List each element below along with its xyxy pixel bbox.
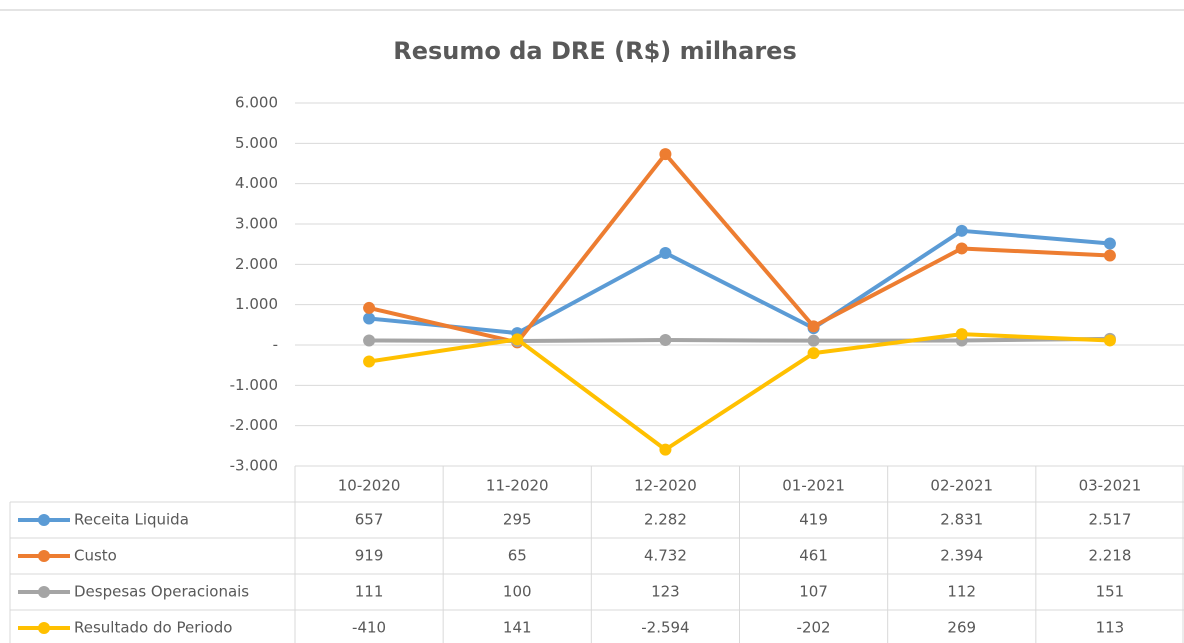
table-value: 2.517 [1088,511,1131,529]
table-value: 4.732 [644,547,687,565]
legend-key-marker [38,514,50,526]
legend-key-marker [38,622,50,634]
table-value: -410 [352,619,386,637]
table-value: 2.282 [644,511,687,529]
data-point [363,355,376,368]
table-value: 141 [503,619,532,637]
table-value: 657 [355,511,384,529]
legend-label: Resultado do Periodo [74,619,232,637]
series-line [368,228,1111,336]
data-point [659,334,672,347]
data-point [955,242,968,255]
x-tick-label: 12-2020 [634,477,697,495]
table-value: 2.831 [940,511,983,529]
table-value: 111 [355,583,384,601]
table-value: 100 [503,583,532,601]
x-tick-label: 11-2020 [486,477,549,495]
table-value: 113 [1096,619,1125,637]
data-point [659,246,672,259]
y-tick-label: -2.000 [230,416,278,434]
y-tick-label: 1.000 [235,295,278,313]
data-point [955,224,968,237]
data-point [807,334,820,347]
y-tick-label: 4.000 [235,174,278,192]
data-point [363,312,376,325]
table-value: 112 [947,583,976,601]
data-point [1103,334,1116,347]
table-value: 151 [1096,583,1125,601]
y-tick-label: 5.000 [235,134,278,152]
legend-key-marker [38,550,50,562]
table-value: -202 [797,619,831,637]
data-point [1103,249,1116,262]
data-point [955,328,968,341]
legend-key-marker [38,586,50,598]
table-value: 123 [651,583,680,601]
series-line [368,332,1111,452]
table-value: 2.394 [940,547,983,565]
data-point [363,334,376,347]
x-tick-label: 01-2021 [782,477,845,495]
data-point [511,333,524,346]
data-point [807,320,820,333]
y-tick-label: 6.000 [235,94,278,112]
legend-label: Receita Liquida [74,511,189,529]
table-value: 107 [799,583,828,601]
x-tick-label: 10-2020 [338,477,401,495]
data-point [363,301,376,314]
table-value: 295 [503,511,532,529]
data-point [1103,237,1116,250]
chart-title: Resumo da DRE (R$) milhares [393,37,796,65]
table-value: 461 [799,547,828,565]
table-value: 2.218 [1088,547,1131,565]
data-point [659,443,672,456]
data-point [659,148,672,161]
y-tick-label: 2.000 [235,255,278,273]
table-value: 419 [799,511,828,529]
table-value: 919 [355,547,384,565]
y-tick-label: -3.000 [230,457,278,475]
table-value: 269 [947,619,976,637]
legend-label: Custo [74,547,117,565]
table-value: 65 [508,547,527,565]
x-tick-label: 02-2021 [930,477,993,495]
y-tick-label: 3.000 [235,215,278,233]
legend-label: Despesas Operacionais [74,583,249,601]
y-tick-label: -1.000 [230,376,278,394]
x-tick-label: 03-2021 [1079,477,1142,495]
series-line [369,336,1110,343]
series-line [368,152,1111,345]
y-tick-label: - [273,336,278,354]
table-value: -2.594 [641,619,689,637]
data-point [807,347,820,360]
